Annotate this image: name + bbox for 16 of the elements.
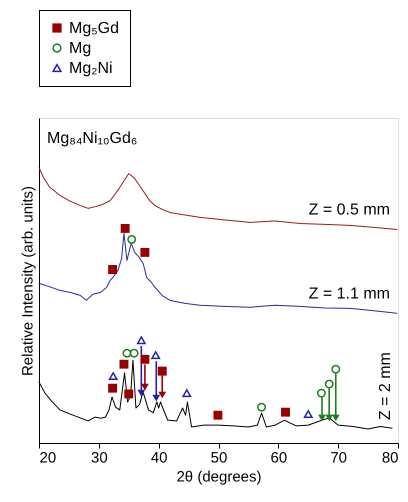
- series-label: Z = 0.5 mm: [308, 202, 390, 219]
- x-tick-label: 50: [210, 450, 228, 466]
- x-tick-label: 70: [330, 450, 348, 466]
- legend-label: Mg: [69, 40, 92, 57]
- x-tick-label: 40: [150, 450, 168, 466]
- series-label: Z = 1.1 mm: [308, 285, 390, 302]
- x-tick-label: 30: [90, 450, 108, 466]
- legend-label: Mg₂Ni: [69, 60, 113, 77]
- text: Z = 2 mm: [377, 352, 394, 420]
- text: Mg₈₄Ni₁₀Gd₆: [47, 130, 138, 147]
- x-tick-label: 60: [270, 450, 288, 466]
- legend-label: Mg₅Gd: [69, 20, 120, 37]
- x-tick-label: 20: [40, 450, 56, 466]
- x-tick-label: 80: [382, 450, 398, 466]
- y-axis-title: Relative Intensity (arb. units): [20, 186, 36, 376]
- x-axis-title: 2θ (degrees): [176, 468, 262, 486]
